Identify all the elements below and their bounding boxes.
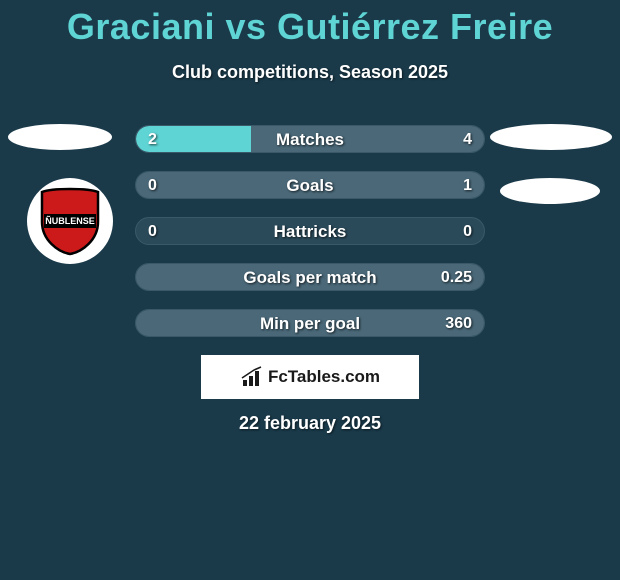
stat-bar-row: 360Min per goal <box>135 309 485 337</box>
stat-label: Min per goal <box>136 310 484 336</box>
stat-label: Goals <box>136 172 484 198</box>
team-badge-nublense: ÑUBLENSE <box>27 178 113 264</box>
decorative-ellipse <box>500 178 600 204</box>
stat-label: Hattricks <box>136 218 484 244</box>
stat-label: Matches <box>136 126 484 152</box>
decorative-ellipse <box>490 124 612 150</box>
stat-bar-row: 00Hattricks <box>135 217 485 245</box>
brand-text: FcTables.com <box>268 367 380 387</box>
shield-icon: ÑUBLENSE <box>38 186 102 256</box>
stat-bar-row: 01Goals <box>135 171 485 199</box>
page-title: Graciani vs Gutiérrez Freire <box>0 0 620 48</box>
bar-chart-icon <box>240 366 264 388</box>
stat-bar-row: 0.25Goals per match <box>135 263 485 291</box>
footer-date: 22 february 2025 <box>0 413 620 434</box>
stat-label: Goals per match <box>136 264 484 290</box>
brand-box: FcTables.com <box>201 355 419 399</box>
stats-bars: 24Matches 01Goals 00Hattricks 0.25Goals per… <box>135 125 485 337</box>
svg-text:ÑUBLENSE: ÑUBLENSE <box>45 216 95 226</box>
decorative-ellipse <box>8 124 112 150</box>
page-subtitle: Club competitions, Season 2025 <box>0 62 620 83</box>
stat-bar-row: 24Matches <box>135 125 485 153</box>
